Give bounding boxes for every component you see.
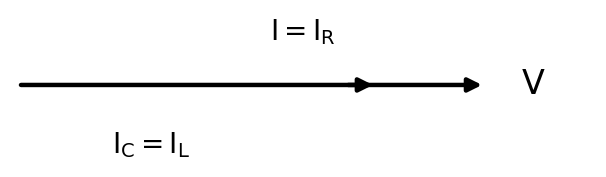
Text: $\mathrm{I = I_R}$: $\mathrm{I = I_R}$ [270, 17, 336, 47]
Text: $\mathrm{V}$: $\mathrm{V}$ [521, 69, 545, 101]
Text: $\mathrm{I_C = I_L}$: $\mathrm{I_C = I_L}$ [113, 130, 190, 160]
